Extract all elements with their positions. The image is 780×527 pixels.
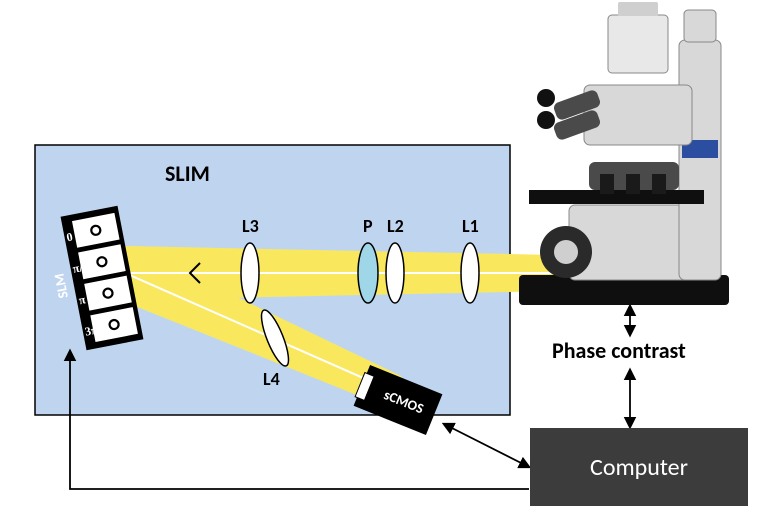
slim-title: SLIM [165,160,210,187]
svg-text:π/2: π/2 [71,259,89,276]
lens-l1 [461,243,479,303]
lens-l2 [386,243,404,303]
microscope-icon [519,2,729,305]
lens-label-l1: L1 [462,215,479,237]
lens-label-p: P [363,215,373,237]
computer-label: Computer [590,453,688,482]
lens-label-l3: L3 [242,215,259,237]
phase-contrast-label: Phase contrast [552,337,686,364]
lens-p [358,243,378,303]
lens-l3 [241,243,259,303]
lens-label-l2: L2 [387,215,404,237]
lens-l4-label: L4 [263,368,280,390]
computer-box: Computer [530,428,748,506]
